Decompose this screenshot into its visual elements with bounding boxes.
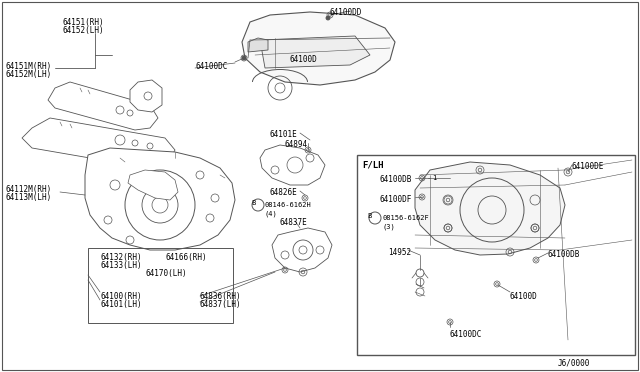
Text: 64151(RH): 64151(RH) bbox=[62, 18, 104, 27]
Text: 64100D: 64100D bbox=[510, 292, 538, 301]
Polygon shape bbox=[260, 36, 370, 68]
Polygon shape bbox=[130, 80, 162, 112]
Text: 1: 1 bbox=[432, 175, 436, 181]
Text: F/LH: F/LH bbox=[362, 160, 383, 169]
Text: 64113M(LH): 64113M(LH) bbox=[5, 193, 51, 202]
Polygon shape bbox=[128, 170, 178, 200]
Text: 64100(RH): 64100(RH) bbox=[100, 292, 141, 301]
Polygon shape bbox=[415, 162, 565, 255]
Text: 64836(RH): 64836(RH) bbox=[200, 292, 242, 301]
Text: 64894: 64894 bbox=[285, 140, 308, 149]
Text: 64132(RH): 64132(RH) bbox=[100, 253, 141, 262]
Text: 64152M(LH): 64152M(LH) bbox=[5, 70, 51, 79]
Circle shape bbox=[326, 16, 330, 20]
Text: 64100DC: 64100DC bbox=[195, 62, 227, 71]
Polygon shape bbox=[85, 148, 235, 250]
Text: B: B bbox=[368, 213, 372, 219]
Text: 64826E: 64826E bbox=[270, 188, 298, 197]
Text: 64151M(RH): 64151M(RH) bbox=[5, 62, 51, 71]
Text: 64112M(RH): 64112M(RH) bbox=[5, 185, 51, 194]
Text: 64100DD: 64100DD bbox=[330, 8, 362, 17]
Circle shape bbox=[242, 56, 246, 60]
Text: 64133(LH): 64133(LH) bbox=[100, 261, 141, 270]
Text: 08146-6162H: 08146-6162H bbox=[265, 202, 312, 208]
Bar bbox=[88, 248, 233, 323]
Text: 64837(LH): 64837(LH) bbox=[200, 300, 242, 309]
Polygon shape bbox=[260, 145, 325, 185]
Text: 14952: 14952 bbox=[388, 248, 411, 257]
Text: 64100DF: 64100DF bbox=[380, 195, 412, 204]
Text: 64170(LH): 64170(LH) bbox=[145, 269, 187, 278]
Text: (3): (3) bbox=[383, 223, 396, 230]
Text: 64166(RH): 64166(RH) bbox=[165, 253, 207, 262]
Polygon shape bbox=[22, 118, 175, 168]
Polygon shape bbox=[248, 38, 268, 52]
Text: 64100DB: 64100DB bbox=[548, 250, 580, 259]
Text: 64101(LH): 64101(LH) bbox=[100, 300, 141, 309]
Text: 64100DE: 64100DE bbox=[572, 162, 604, 171]
Text: 64100DC: 64100DC bbox=[450, 330, 483, 339]
Text: 64100D: 64100D bbox=[290, 55, 317, 64]
Text: 64100DB: 64100DB bbox=[380, 175, 412, 184]
Polygon shape bbox=[48, 82, 158, 130]
Text: 08156-6162F: 08156-6162F bbox=[383, 215, 429, 221]
Text: 64101E: 64101E bbox=[270, 130, 298, 139]
Polygon shape bbox=[272, 228, 332, 272]
Polygon shape bbox=[242, 12, 395, 85]
Text: B: B bbox=[251, 200, 255, 206]
Text: 64837E: 64837E bbox=[280, 218, 308, 227]
Text: J6/0000: J6/0000 bbox=[557, 358, 590, 367]
Text: (4): (4) bbox=[265, 210, 278, 217]
Bar bbox=[357, 155, 635, 355]
Text: 64152(LH): 64152(LH) bbox=[62, 26, 104, 35]
